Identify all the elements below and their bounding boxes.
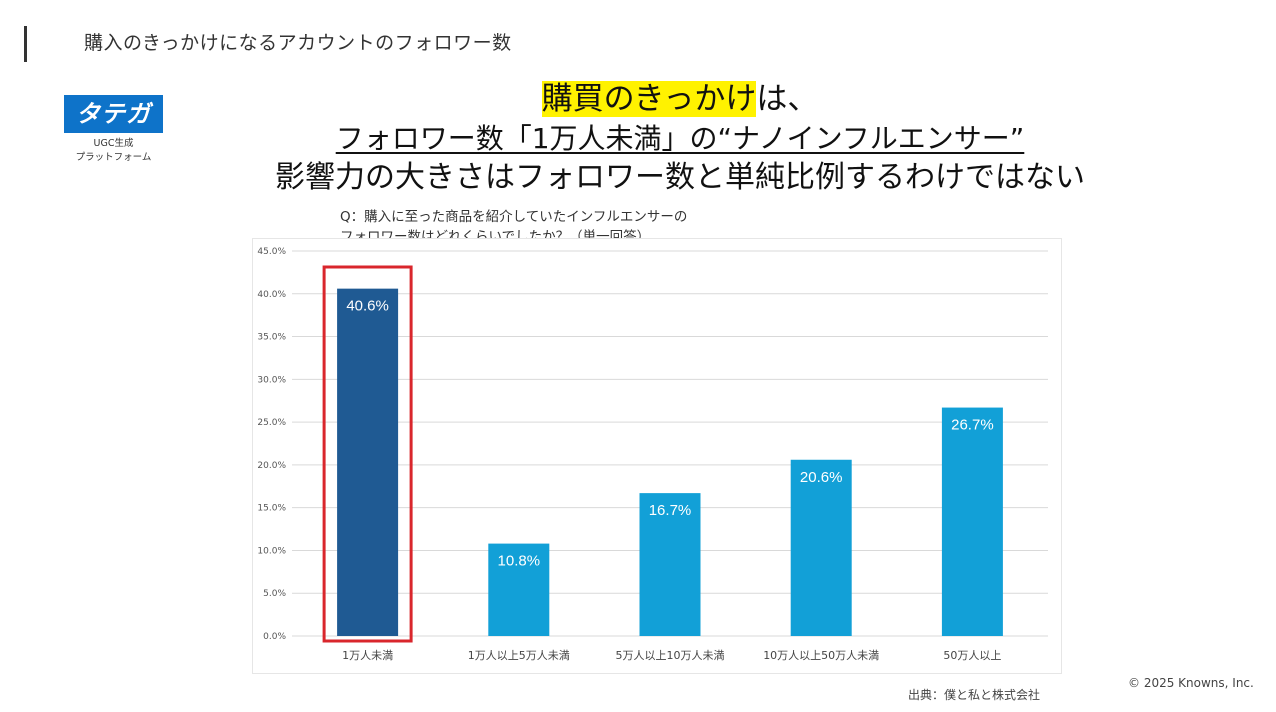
- x-tick-label: 50万人以上: [943, 649, 1001, 662]
- x-tick-label: 1万人未満: [342, 649, 393, 662]
- data-label: 40.6%: [346, 298, 389, 315]
- brand-logo: タテガタ UGC生成 プラットフォーム: [64, 95, 163, 166]
- y-tick-label: 45.0%: [257, 247, 286, 257]
- data-label: 10.8%: [498, 553, 541, 570]
- y-tick-label: 25.0%: [257, 418, 286, 428]
- bar: [337, 288, 399, 636]
- copyright: © 2025 Knowns, Inc.: [1128, 676, 1254, 690]
- y-tick-label: 30.0%: [257, 375, 286, 385]
- bar: [639, 493, 701, 636]
- source-note: 出典：僕と私と株式会社: [908, 688, 1041, 702]
- headline: 購買のきっかけは、 フォロワー数「1万人未満」の“ナノインフルエンサー” 影響力…: [230, 78, 1130, 198]
- headline-line-3: 影響力の大きさはフォロワー数と単純比例するわけではない: [275, 160, 1085, 195]
- x-tick-label: 5万人以上10万人未満: [616, 649, 725, 662]
- headline-highlight: 購買のきっかけ: [541, 81, 757, 117]
- headline-line-1-rest: は、: [756, 81, 819, 117]
- headline-line-2: フォロワー数「1万人未満」の“ナノインフルエンサー”: [335, 122, 1025, 155]
- y-tick-label: 0.0%: [263, 632, 286, 642]
- highlight-frame: [322, 265, 413, 643]
- logo-wordmark: タテガタ: [64, 95, 163, 166]
- bar: [488, 543, 550, 636]
- bar: [941, 407, 1003, 636]
- logo-subtitle-line1: UGC生成: [93, 138, 134, 149]
- y-tick-label: 40.0%: [257, 290, 286, 300]
- bar: [790, 459, 852, 636]
- data-label: 16.7%: [649, 502, 692, 519]
- headline-line-1: 購買のきっかけは、: [230, 78, 1130, 120]
- y-tick-label: 5.0%: [263, 589, 286, 599]
- data-label: 20.6%: [800, 469, 843, 486]
- x-tick-label: 1万人以上5万人未満: [468, 649, 570, 662]
- survey-question-line1: Q：購入に至った商品を紹介していたインフルエンサーの: [340, 209, 688, 225]
- logo-subtitle: UGC生成 プラットフォーム: [64, 137, 163, 165]
- x-tick-label: 10万人以上50万人未満: [763, 649, 879, 662]
- y-tick-label: 35.0%: [257, 333, 286, 343]
- y-tick-label: 20.0%: [257, 461, 286, 471]
- data-label: 26.7%: [951, 417, 994, 434]
- y-tick-label: 15.0%: [257, 504, 286, 514]
- page-title: 購入のきっかけになるアカウントのフォロワー数: [84, 32, 512, 54]
- title-accent-bar: [24, 26, 27, 62]
- y-tick-label: 10.0%: [257, 546, 286, 556]
- logo-subtitle-line2: プラットフォーム: [75, 152, 152, 163]
